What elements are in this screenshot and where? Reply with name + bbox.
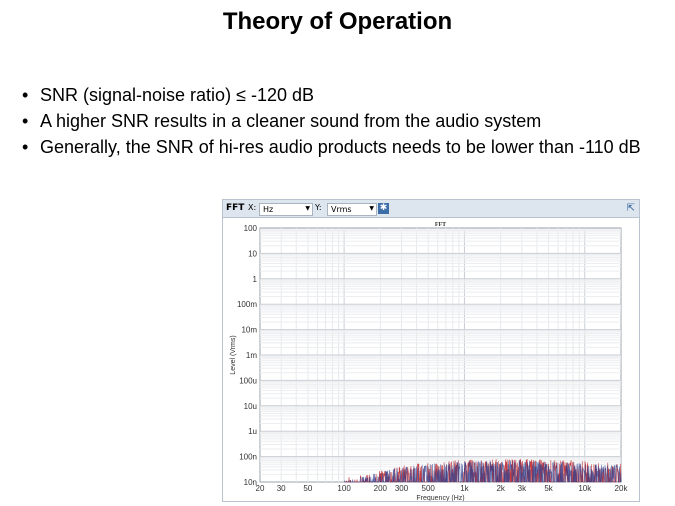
dropdown-arrow-icon: ▼ (305, 205, 310, 212)
bullet-text: A higher SNR results in a cleaner sound … (40, 111, 542, 131)
bullet-dot: • (22, 137, 29, 157)
x-axis-label: X: (248, 203, 257, 212)
x-tick-label: 20k (615, 484, 629, 493)
y-tick-label: 1m (246, 351, 257, 360)
slide-title: Theory of Operation (222, 8, 453, 35)
x-tick-label: 20 (256, 484, 265, 493)
gear-icon[interactable]: ✱ (378, 203, 389, 214)
x-unit-value: Hz (263, 205, 274, 214)
toolbar-fft-label: FFT (226, 203, 245, 213)
bullet-text: SNR (signal-noise ratio) ≤ -120 dB (40, 85, 314, 105)
x-tick-label: 500 (422, 484, 436, 493)
x-tick-label: 1k (460, 484, 469, 493)
y-tick-label: 10m (241, 326, 257, 335)
y-tick-label: 10u (244, 402, 257, 411)
fft-panel: FFT X: Hz ▼ Y: Vrms ▼ ✱ ⇱ 100 10 1 100m 10m 1… (222, 199, 640, 502)
fft-toolbar: FFT X: Hz ▼ Y: Vrms ▼ ✱ ⇱ (223, 200, 639, 218)
y-axis-label: Y: (315, 203, 322, 212)
x-tick-label: 50 (303, 484, 312, 493)
y-tick-label: 100u (239, 376, 257, 385)
x-tick-label: 10k (578, 484, 592, 493)
x-tick-label: 2k (496, 484, 505, 493)
y-tick-label: 100m (237, 300, 257, 309)
bullet-text: Generally, the SNR of hi-res audio produ… (40, 137, 641, 157)
bullet-dot: • (22, 85, 29, 105)
bullet-item: • SNR (signal-noise ratio) ≤ -120 dB (22, 84, 642, 106)
x-tick-label: 300 (395, 484, 409, 493)
y-axis-title: Level (Vrms) (230, 335, 237, 374)
bullet-item: • A higher SNR results in a cleaner sound… (22, 110, 642, 132)
y-tick-label: 1 (253, 275, 258, 284)
y-tick-label: 100 (244, 224, 258, 233)
y-unit-select[interactable]: Vrms ▼ (327, 203, 377, 216)
bullet-dot: • (22, 111, 29, 131)
y-tick-label: 10n (244, 478, 257, 487)
chart-title: FFT (435, 222, 446, 228)
x-tick-label: 100 (337, 484, 351, 493)
x-tick-label: 5k (544, 484, 553, 493)
x-tick-label: 30 (277, 484, 286, 493)
y-tick-label: 10 (248, 249, 257, 258)
fft-series-trace (344, 460, 622, 483)
x-tick-label: 3k (518, 484, 527, 493)
popout-icon[interactable]: ⇱ (626, 203, 635, 214)
bullet-item: • Generally, the SNR of hi-res audio prod… (22, 136, 642, 158)
y-tick-label: 1u (248, 427, 257, 436)
x-axis-title: Frequency (Hz) (416, 495, 464, 501)
x-tick-label: 200 (374, 484, 388, 493)
y-tick-label: 100n (239, 453, 257, 462)
y-unit-value: Vrms (331, 205, 352, 214)
x-unit-select[interactable]: Hz ▼ (259, 203, 313, 216)
bullet-list: • SNR (signal-noise ratio) ≤ -120 dB • A h… (22, 84, 642, 162)
dropdown-arrow-icon: ▼ (369, 205, 374, 212)
